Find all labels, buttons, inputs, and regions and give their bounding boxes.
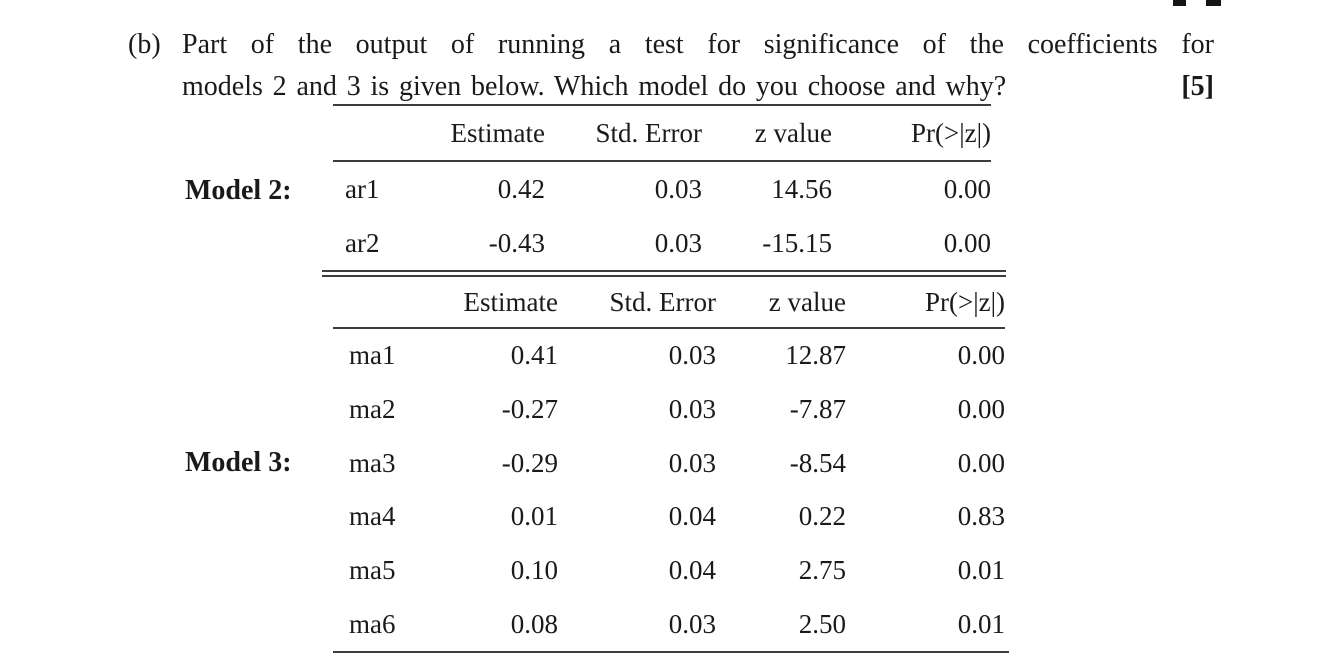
model3-table-rows: ma1 0.41 0.03 12.87 0.00 ma2 -0.27 0.03 … (333, 329, 1005, 651)
cell-estimate: 0.41 (510, 340, 558, 371)
model2-label: Model 2: (185, 175, 292, 206)
cell-std-error: 0.03 (654, 173, 702, 204)
cell-pr: 0.00 (943, 227, 991, 258)
cell-std-error: 0.03 (668, 447, 716, 478)
cell-pr: 0.00 (957, 340, 1005, 371)
cell-z-value: 0.22 (798, 501, 846, 532)
column-header-std-error: Std. Error (609, 286, 716, 317)
clipped-text-fragment (1206, 0, 1221, 6)
row-term: ar1 (345, 173, 380, 204)
cell-std-error: 0.04 (668, 501, 716, 532)
model3-label: Model 3: (185, 447, 292, 478)
cell-estimate: -0.29 (501, 447, 558, 478)
cell-z-value: 2.75 (798, 554, 846, 585)
row-term: ma1 (349, 340, 396, 371)
cell-z-value: -8.54 (789, 447, 846, 478)
cell-estimate: -0.43 (488, 227, 545, 258)
column-header-z-value: z value (768, 286, 846, 317)
table2-bottom-rule (333, 651, 1009, 653)
clipped-text-fragment (1173, 0, 1186, 6)
cell-estimate: 0.08 (510, 608, 558, 639)
question-block: (b) Part of the output of running a test… (128, 24, 1214, 108)
cell-z-value: 2.50 (798, 608, 846, 639)
cell-std-error: 0.03 (668, 393, 716, 424)
cell-z-value: -15.15 (762, 227, 832, 258)
cell-estimate: -0.27 (501, 393, 558, 424)
cell-pr: 0.00 (943, 173, 991, 204)
cell-pr: 0.01 (957, 608, 1005, 639)
row-term: ma3 (349, 447, 396, 478)
cell-estimate: 0.42 (497, 173, 545, 204)
cell-pr: 0.00 (957, 447, 1005, 478)
cell-estimate: 0.01 (510, 501, 558, 532)
table1-top-rule (333, 104, 991, 106)
model2-table-rows: ar1 0.42 0.03 14.56 0.00 ar2 -0.43 0.03 … (333, 162, 991, 270)
cell-std-error: 0.03 (654, 227, 702, 258)
table1-header-rule (333, 160, 991, 162)
cell-pr: 0.00 (957, 393, 1005, 424)
cell-std-error: 0.03 (668, 340, 716, 371)
row-term: ma5 (349, 554, 396, 585)
table2-header-rule (333, 327, 1005, 329)
row-term: ma4 (349, 501, 396, 532)
cell-z-value: 12.87 (785, 340, 846, 371)
table-separator-double-rule (322, 270, 1006, 277)
column-header-z-value: z value (754, 117, 832, 148)
column-header-std-error: Std. Error (595, 117, 702, 148)
column-header-pr: Pr(>|z|) (924, 286, 1005, 317)
cell-pr: 0.01 (957, 554, 1005, 585)
question-line-1: (b) Part of the output of running a test… (128, 24, 1214, 66)
question-label: (b) (128, 29, 161, 60)
cell-std-error: 0.03 (668, 608, 716, 639)
cell-std-error: 0.04 (668, 554, 716, 585)
row-term: ar2 (345, 227, 380, 258)
row-term: ma2 (349, 393, 396, 424)
model2-table-header: Estimate Std. Error z value Pr(>|z|) (333, 106, 991, 160)
question-text-line1: Part of the output of running a test for… (182, 29, 1214, 60)
cell-z-value: -7.87 (789, 393, 846, 424)
column-header-estimate: Estimate (463, 286, 558, 317)
marks-badge: [5] (1181, 71, 1214, 102)
row-term: ma6 (349, 608, 396, 639)
cell-estimate: 0.10 (510, 554, 558, 585)
question-text-line2: models 2 and 3 is given below. Which mod… (182, 71, 1007, 102)
column-header-pr: Pr(>|z|) (910, 117, 991, 148)
column-header-estimate: Estimate (450, 117, 545, 148)
cell-z-value: 14.56 (771, 173, 832, 204)
question-line-2: models 2 and 3 is given below. Which mod… (182, 66, 1214, 108)
cell-pr: 0.83 (957, 501, 1005, 532)
model3-table-header: Estimate Std. Error z value Pr(>|z|) (333, 277, 1005, 327)
